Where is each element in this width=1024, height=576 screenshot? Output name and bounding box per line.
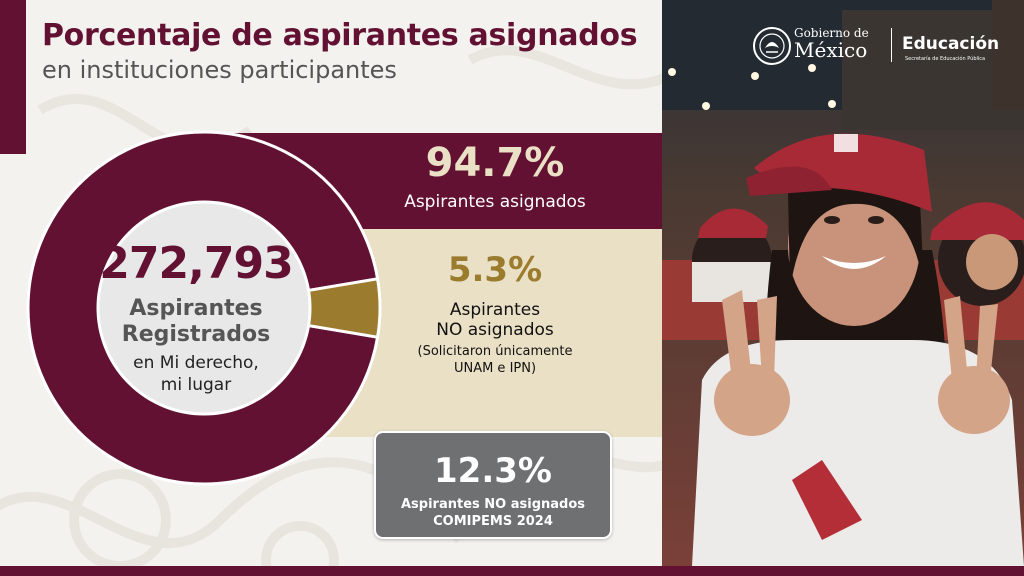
donut-chart [26, 130, 382, 486]
center-label-line3: en Mi derecho, [133, 353, 259, 373]
not-assigned-percentage: 5.3% [447, 250, 543, 290]
page-subtitle: en instituciones participantes [42, 56, 397, 84]
coat-of-arms-icon [753, 27, 791, 65]
not-assigned-note-line1: (Solicitaron únicamente [417, 344, 573, 359]
page-title: Porcentaje de aspirantes asignados [42, 18, 638, 53]
center-label-line1: Aspirantes [129, 296, 263, 321]
gov-logo-line1: Gobierno de [794, 26, 869, 40]
comipems-label-line1: Aspirantes NO asignados [400, 497, 586, 512]
total-registered-value: 272,793 [99, 238, 293, 289]
student-photo [662, 0, 1024, 566]
gobierno-de-mexico-logo: Gobierno de México [750, 22, 885, 70]
gov-logo-line2: México [794, 38, 868, 62]
comipems-label-line2: COMIPEMS 2024 [433, 514, 553, 529]
side-accent-stripe [0, 0, 26, 154]
comipems-percentage: 12.3% [434, 451, 552, 491]
not-assigned-note-line2: UNAM e IPN) [453, 361, 537, 376]
donut-inner-circle [96, 200, 312, 416]
bottom-accent-stripe [0, 566, 1024, 576]
assigned-label: Aspirantes asignados [404, 192, 586, 212]
center-label-line2: Registrados [121, 322, 271, 347]
not-assigned-label-line2: NO asignados [436, 320, 554, 340]
center-label-line4: mi lugar [160, 375, 232, 395]
educacion-logo: Educación [902, 34, 1000, 54]
not-assigned-label-line1: Aspirantes [449, 300, 541, 320]
logo-divider [891, 28, 892, 62]
assigned-percentage: 94.7% [425, 140, 565, 186]
comipems-card: 12.3% Aspirantes NO asignados COMIPEMS 2… [374, 431, 612, 539]
educacion-logo-subtitle: Secretaría de Educación Pública [905, 56, 986, 62]
infographic-panel: Porcentaje de aspirantes asignados en in… [0, 0, 662, 576]
